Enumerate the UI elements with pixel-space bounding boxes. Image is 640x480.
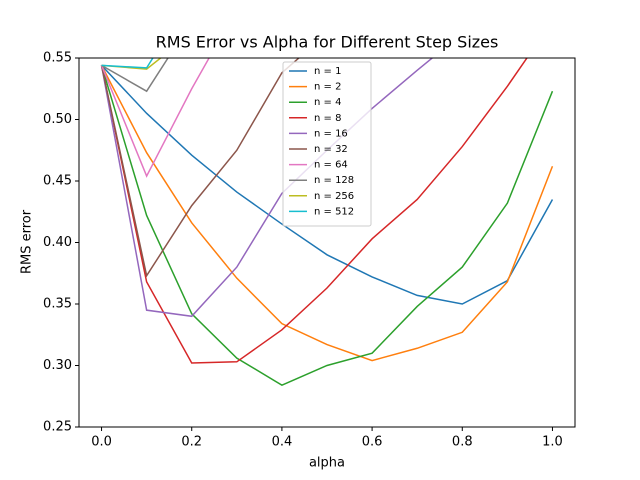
legend-label: n = 128 <box>314 175 354 186</box>
x-tick-label: 0.0 <box>91 435 112 450</box>
legend-label: n = 64 <box>314 160 348 171</box>
y-tick-label: 0.55 <box>43 51 72 66</box>
series-line <box>100 64 554 305</box>
y-tick-label: 0.25 <box>43 420 72 435</box>
legend-label: n = 32 <box>314 144 348 155</box>
plot-area <box>100 58 554 387</box>
series-line <box>100 58 300 278</box>
series-line <box>100 65 554 362</box>
x-tick-label: 1.0 <box>542 435 563 450</box>
x-tick-label: 0.4 <box>272 435 293 450</box>
series-line <box>100 58 210 178</box>
legend-label: n = 8 <box>314 113 341 124</box>
legend-box <box>282 61 372 227</box>
y-tick-label: 0.40 <box>43 235 72 250</box>
legend-label: n = 1 <box>314 66 341 77</box>
y-axis-label: RMS error <box>20 209 35 274</box>
y-tick-label: 0.45 <box>43 174 72 189</box>
series-line <box>100 58 528 364</box>
chart-title: RMS Error vs Alpha for Different Step Si… <box>156 33 499 52</box>
y-tick-label: 0.35 <box>43 297 72 312</box>
legend-label: n = 4 <box>314 97 341 108</box>
y-tick-label: 0.50 <box>43 112 72 127</box>
x-axis-label: alpha <box>309 456 345 471</box>
x-tick-label: 0.8 <box>452 435 473 450</box>
legend-label: n = 256 <box>314 191 354 202</box>
legend-label: n = 16 <box>314 128 348 139</box>
y-tick-label: 0.30 <box>43 358 72 373</box>
x-tick-label: 0.6 <box>362 435 383 450</box>
legend-label: n = 512 <box>314 206 354 217</box>
x-tick-label: 0.2 <box>181 435 202 450</box>
legend-label: n = 2 <box>314 82 341 93</box>
series-line <box>100 65 554 387</box>
